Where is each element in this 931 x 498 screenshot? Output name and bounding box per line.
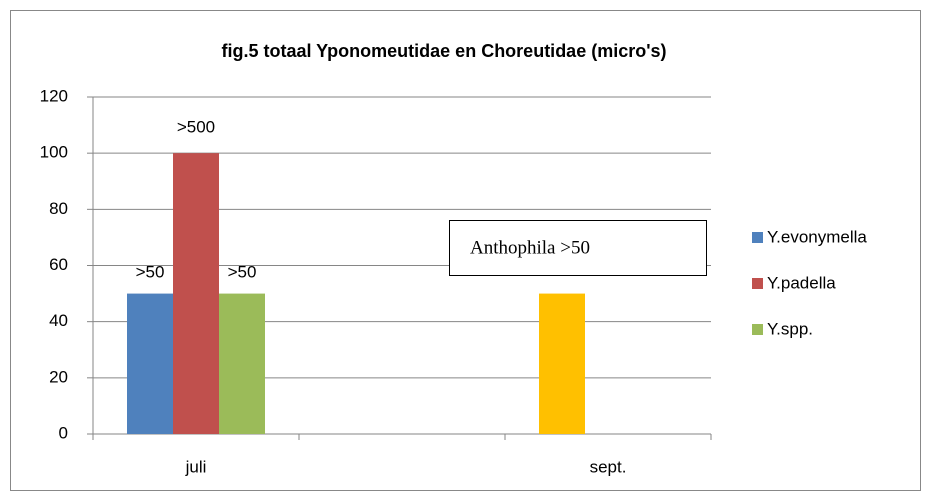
x-tick-label: juli [185,457,207,476]
bar [127,293,173,434]
bar [539,293,585,434]
legend-swatch [752,324,763,335]
bar [219,293,265,434]
y-tick-label: 60 [49,255,68,274]
chart-title: fig.5 totaal Yponomeutidae en Choreutida… [221,41,666,61]
y-tick-label: 0 [59,423,68,442]
legend-label: Y.padella [767,273,836,292]
legend-swatch [752,232,763,243]
bar [173,153,219,434]
annotation: Anthophila >50 [470,237,590,258]
y-tick-label: 100 [40,143,68,162]
legend-label: Y.evonymella [767,227,867,246]
legend-label: Y.spp. [767,319,813,338]
annotation: >500 [177,117,215,136]
annotation: >50 [136,262,165,281]
legend-swatch [752,278,763,289]
y-tick-label: 80 [49,199,68,218]
annotation-box [449,220,707,276]
annotation: >50 [228,262,257,281]
y-tick-label: 40 [49,311,68,330]
x-tick-label: sept. [590,457,627,476]
y-tick-label: 20 [49,367,68,386]
y-tick-label: 120 [40,86,68,105]
